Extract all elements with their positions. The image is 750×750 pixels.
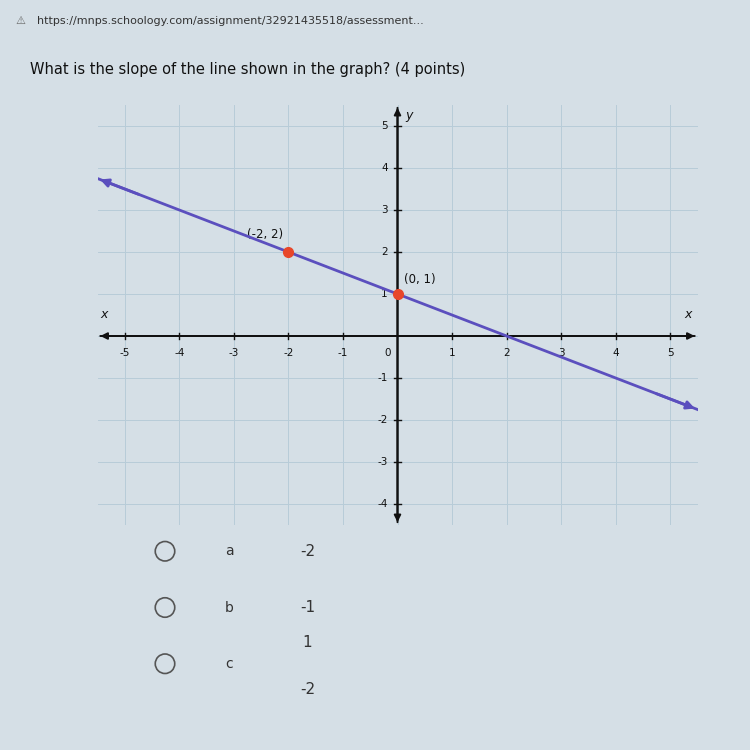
Text: 5: 5 — [667, 348, 674, 358]
Text: -5: -5 — [119, 348, 130, 358]
Text: 1: 1 — [381, 289, 388, 299]
Text: 5: 5 — [381, 121, 388, 131]
Text: 1: 1 — [303, 635, 312, 650]
Text: (-2, 2): (-2, 2) — [247, 229, 283, 242]
Text: 0: 0 — [385, 348, 391, 358]
Text: x: x — [100, 308, 107, 321]
Text: -2: -2 — [300, 682, 315, 698]
Text: -2: -2 — [377, 415, 388, 425]
Text: 3: 3 — [558, 348, 565, 358]
Text: 2: 2 — [381, 247, 388, 257]
Text: https://mnps.schoology.com/assignment/32921435518/assessment...: https://mnps.schoology.com/assignment/32… — [38, 16, 424, 26]
Text: -3: -3 — [229, 348, 239, 358]
Text: y: y — [406, 110, 413, 122]
Text: 4: 4 — [381, 163, 388, 173]
Text: -4: -4 — [174, 348, 184, 358]
Text: b: b — [225, 601, 234, 614]
Text: ⚠: ⚠ — [15, 16, 25, 26]
Text: a: a — [225, 544, 234, 558]
Text: -1: -1 — [338, 348, 348, 358]
Text: (0, 1): (0, 1) — [404, 274, 436, 286]
Text: 4: 4 — [612, 348, 619, 358]
Text: What is the slope of the line shown in the graph? (4 points): What is the slope of the line shown in t… — [30, 62, 465, 77]
Text: 2: 2 — [503, 348, 510, 358]
Text: -2: -2 — [300, 544, 315, 559]
Text: x: x — [685, 308, 692, 321]
Text: -1: -1 — [377, 373, 388, 383]
Text: 1: 1 — [448, 348, 455, 358]
Text: -2: -2 — [284, 348, 293, 358]
Text: 3: 3 — [381, 205, 388, 215]
Text: c: c — [225, 657, 232, 670]
Text: -3: -3 — [377, 457, 388, 467]
Text: -4: -4 — [377, 499, 388, 509]
Text: -1: -1 — [300, 600, 315, 615]
